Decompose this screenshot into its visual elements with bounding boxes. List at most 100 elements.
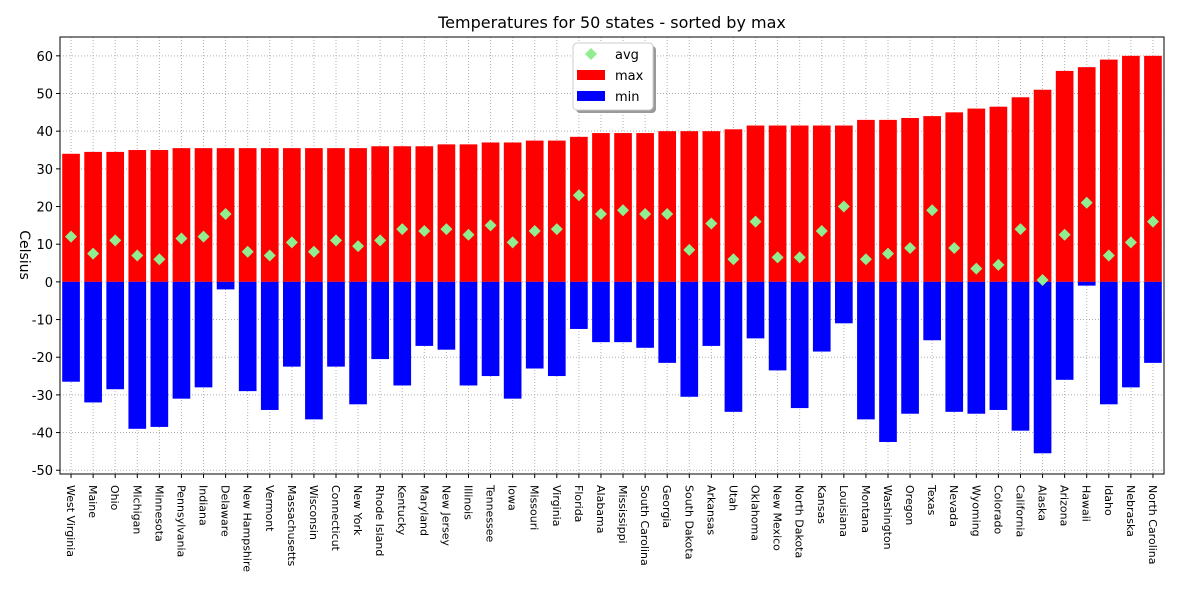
x-tick-label: Georgia [660,485,673,528]
x-tick-label: Tennessee [484,484,497,543]
bar-max [327,148,345,282]
x-tick-label: Maryland [417,485,430,536]
bar-max [62,153,80,282]
x-tick-label: Michigan [130,485,143,534]
bar-max [1077,67,1096,282]
bar-max [768,125,787,282]
x-tick-label: Minnesota [152,485,165,542]
bar-min [459,281,478,386]
bar-max [437,144,456,282]
bar-min [570,281,588,329]
avg-point [418,225,431,238]
bar-max [415,146,434,282]
x-tick-label: New Jersey [439,485,452,547]
avg-point [882,247,894,260]
x-tick-label: Kansas [815,485,828,524]
x-tick-label: Texas [925,484,938,516]
avg-point [550,223,563,236]
avg-point [1058,228,1071,241]
y-tick-label: -50 [32,464,53,479]
bar-min [62,281,80,382]
avg-point [749,215,762,228]
legend: avg max min [572,42,656,113]
x-tick-label: Idaho [1102,485,1115,516]
bar-max [260,148,279,282]
bar-min [128,281,147,429]
bar-min [879,281,897,442]
legend-label-min: min [615,90,640,105]
bar-max [570,136,588,282]
legend-label-max: max [615,69,644,84]
x-tick-label: West Virginia [64,485,77,557]
x-tick-label: South Dakota [682,485,695,559]
avg-point [970,262,983,275]
bar-max [1099,59,1118,282]
avg-point [197,230,210,243]
x-tick-label: Kentucky [395,485,408,536]
bar-max [194,148,213,282]
plot-frame [59,36,1165,475]
bar-min [371,281,389,360]
bar-max [592,133,610,282]
x-tick-label: North Carolina [1146,485,1159,565]
bar-max [1055,70,1074,282]
avg-point [661,208,674,221]
avg-point [462,228,475,241]
bars [62,55,1162,454]
bar-max [459,144,478,282]
bar-min [1011,281,1030,431]
bar-min [393,281,412,386]
bar-min [349,281,367,405]
bar-max [1144,55,1162,282]
avg-point [131,249,144,262]
x-tick-label: Wisconsin [307,485,320,540]
avg-point [484,219,497,232]
bar-max [481,142,500,282]
avg-point [1146,215,1159,228]
avg-point [175,232,188,245]
x-axis: West Virginia Maine Ohio Michigan Minnesota P… [64,474,1159,572]
bar-min [283,281,301,367]
avg-point [639,208,652,221]
bar-min [812,281,831,352]
y-tick-label: -10 [32,314,53,329]
bar-min [172,281,191,399]
x-tick-label: Virginia [550,485,563,526]
avg-point [793,251,806,264]
y-axis-label: Celsius [16,230,32,280]
bar-min [1077,281,1096,286]
bar-min [967,281,986,414]
bar-max [128,150,147,282]
avg-point [572,189,585,202]
bar-min [260,281,279,410]
bar-max [812,125,831,282]
bar-max [857,119,875,282]
bar-min [702,281,721,346]
bar-max [967,108,986,282]
avg-point [87,247,100,260]
bar-min [481,281,500,377]
bar-max [393,146,412,282]
bar-min [945,281,964,412]
bar-min [614,281,632,343]
avg-point [65,230,78,243]
x-tick-label: Vermont [263,485,276,532]
bar-max [238,148,257,282]
bar-min [768,281,787,371]
x-tick-label: Massachusetts [285,485,298,567]
bar-max [658,131,677,282]
avg-point [307,245,320,258]
bar-max [525,140,544,282]
bar-min [746,281,765,339]
bar-min [790,281,809,409]
avg-point [285,236,298,249]
x-tick-label: Delaware [219,485,232,537]
avg-point [352,240,365,253]
avg-point [837,200,850,213]
x-tick-label: New Mexico [771,485,784,551]
x-tick-label: New Hampshire [241,485,254,572]
y-tick-label: -30 [32,389,53,404]
bar-min [150,281,169,427]
x-tick-label: Maine [86,485,99,518]
bar-min [1144,281,1162,363]
